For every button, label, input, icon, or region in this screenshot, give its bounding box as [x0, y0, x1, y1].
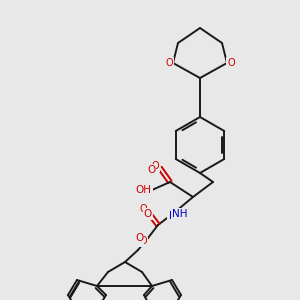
- Text: OH: OH: [136, 185, 152, 195]
- Text: O: O: [144, 209, 152, 219]
- Text: O: O: [227, 58, 235, 68]
- Text: O: O: [139, 204, 147, 214]
- Text: O: O: [165, 58, 173, 68]
- Text: O: O: [135, 233, 143, 243]
- Text: O: O: [139, 236, 147, 246]
- Text: O: O: [147, 165, 155, 175]
- Text: NH: NH: [172, 209, 188, 219]
- Text: N: N: [169, 211, 177, 221]
- Text: H: H: [179, 211, 187, 221]
- Text: O: O: [151, 161, 159, 171]
- Text: OH: OH: [135, 185, 151, 195]
